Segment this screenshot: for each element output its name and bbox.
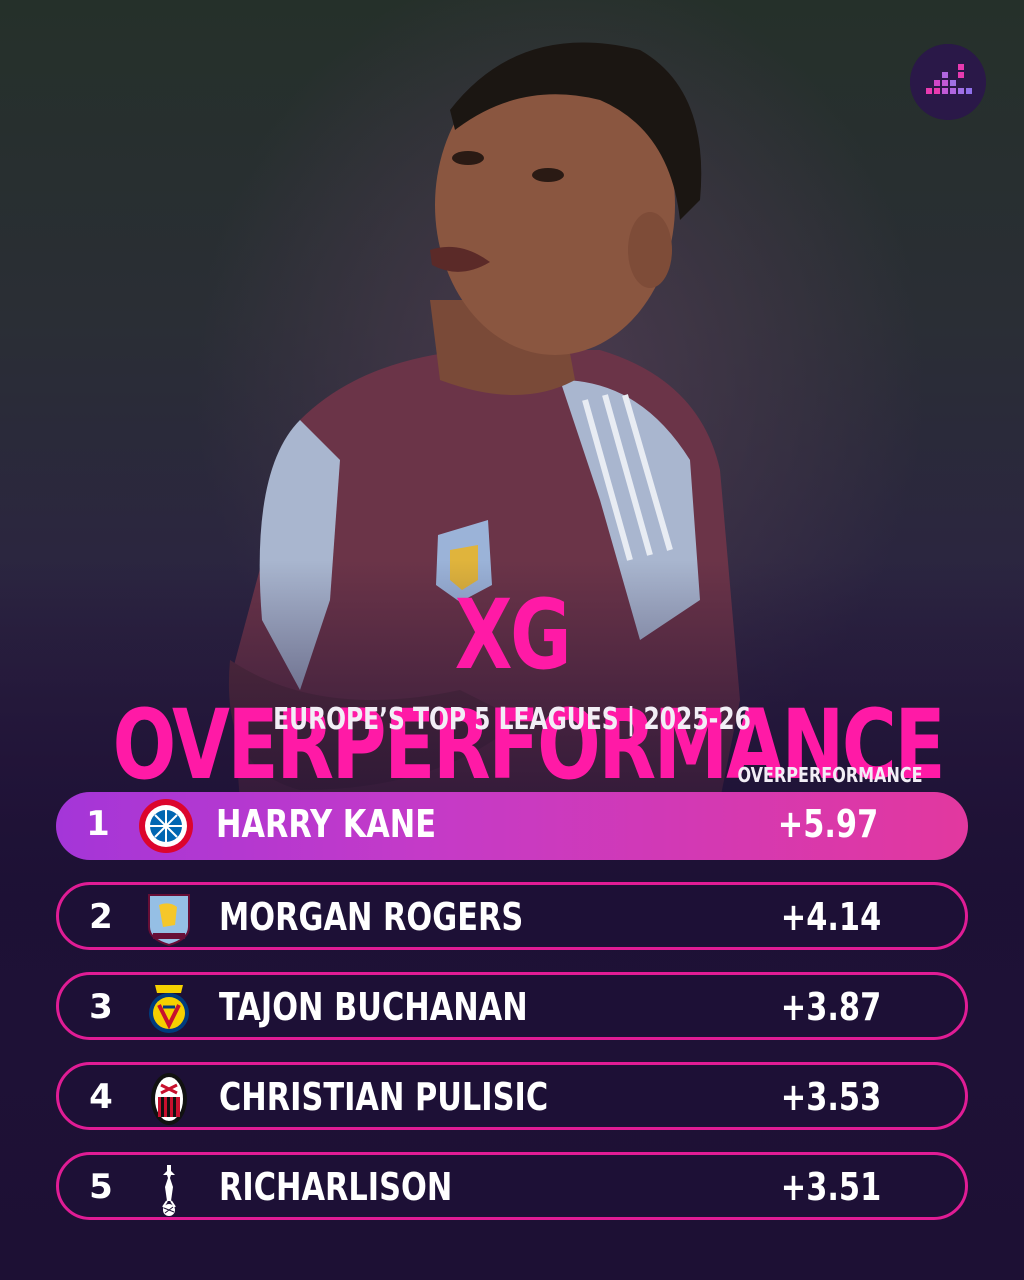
overperformance-value: +5.97 bbox=[777, 802, 879, 846]
overperformance-value: +4.14 bbox=[780, 895, 882, 939]
rank-number: 5 bbox=[89, 1167, 113, 1207]
overperformance-value: +3.87 bbox=[780, 985, 882, 1029]
rank-number: 2 bbox=[89, 897, 113, 937]
player-name: MORGAN ROGERS bbox=[219, 895, 524, 939]
player-name: TAJON BUCHANAN bbox=[219, 985, 528, 1029]
table-row: 5 RICHARLISON +3.51 bbox=[56, 1152, 968, 1220]
player-name: CHRISTIAN PULISIC bbox=[219, 1075, 549, 1119]
player-name: HARRY KANE bbox=[216, 802, 437, 846]
overperformance-value: +3.53 bbox=[780, 1075, 882, 1119]
page-title: XG OVERPERFORMANCE bbox=[112, 579, 946, 801]
rank-number: 1 bbox=[86, 804, 110, 844]
ac-milan-crest-icon bbox=[151, 1073, 187, 1125]
villarreal-crest-icon bbox=[149, 985, 189, 1033]
table-row: 1 HARRY KANE +5.97 bbox=[56, 792, 968, 860]
overperformance-value: +3.51 bbox=[780, 1165, 882, 1209]
page-subtitle: EUROPE’S TOP 5 LEAGUES | 2025-26 bbox=[273, 702, 751, 737]
brand-logo-icon bbox=[910, 44, 986, 120]
tottenham-crest-icon bbox=[162, 1165, 176, 1216]
table-row: 4 CHRISTIAN PULISIC +3.53 bbox=[56, 1062, 968, 1130]
rank-number: 4 bbox=[89, 1077, 113, 1117]
player-name: RICHARLISON bbox=[219, 1165, 453, 1209]
table-row: 3 TAJON BUCHANAN +3.87 bbox=[56, 972, 968, 1040]
column-header-overperformance: OVERPERFORMANCE bbox=[737, 763, 923, 787]
rank-number: 3 bbox=[89, 987, 113, 1027]
bayern-munich-crest-icon bbox=[139, 799, 193, 853]
aston-villa-crest-icon bbox=[148, 894, 190, 947]
table-row: 2 MORGAN ROGERS +4.14 bbox=[56, 882, 968, 950]
